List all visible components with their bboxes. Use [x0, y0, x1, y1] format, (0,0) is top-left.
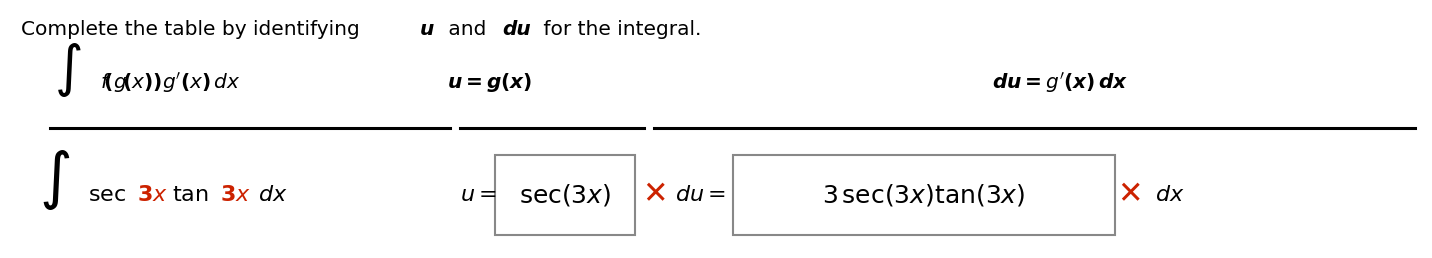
Text: $\int$: $\int$ — [40, 148, 70, 212]
Text: $\mathbf{3\mathit{x}}$: $\mathbf{3\mathit{x}}$ — [221, 185, 251, 205]
Text: ✕: ✕ — [642, 181, 667, 209]
Text: $\mathrm{tan}$: $\mathrm{tan}$ — [172, 185, 209, 205]
Text: $\int$: $\int$ — [54, 41, 82, 99]
FancyBboxPatch shape — [495, 155, 636, 235]
Text: Complete the table by identifying: Complete the table by identifying — [21, 20, 367, 39]
Text: du: du — [503, 20, 531, 39]
Text: $\boldsymbol{du = g'(x)\,dx}$: $\boldsymbol{du = g'(x)\,dx}$ — [992, 70, 1128, 95]
Text: ✕: ✕ — [1117, 181, 1143, 209]
FancyBboxPatch shape — [733, 155, 1116, 235]
Text: $u =$: $u =$ — [460, 185, 497, 205]
Text: $\mathbf{\mathit{f}\!(\mathit{g}\!(\mathit{x}))\mathit{g}^{\prime}(\mathit{x})\,: $\mathbf{\mathit{f}\!(\mathit{g}\!(\math… — [100, 70, 241, 95]
Text: $3\,\mathrm{sec}(3x)\tan(3x)$: $3\,\mathrm{sec}(3x)\tan(3x)$ — [822, 182, 1025, 208]
Text: and: and — [442, 20, 493, 39]
Text: $du =$: $du =$ — [674, 185, 726, 205]
Text: $\mathit{dx}$: $\mathit{dx}$ — [1156, 185, 1184, 205]
Text: $\mathit{dx}$: $\mathit{dx}$ — [258, 185, 288, 205]
Text: $\mathbf{3\mathit{x}}$: $\mathbf{3\mathit{x}}$ — [137, 185, 168, 205]
Text: $\mathrm{sec}(3x)$: $\mathrm{sec}(3x)$ — [518, 182, 611, 208]
Text: $\mathrm{sec}$: $\mathrm{sec}$ — [87, 185, 126, 205]
Text: $\boldsymbol{u = g(x)}$: $\boldsymbol{u = g(x)}$ — [447, 71, 533, 94]
Text: for the integral.: for the integral. — [537, 20, 702, 39]
Text: u: u — [420, 20, 434, 39]
